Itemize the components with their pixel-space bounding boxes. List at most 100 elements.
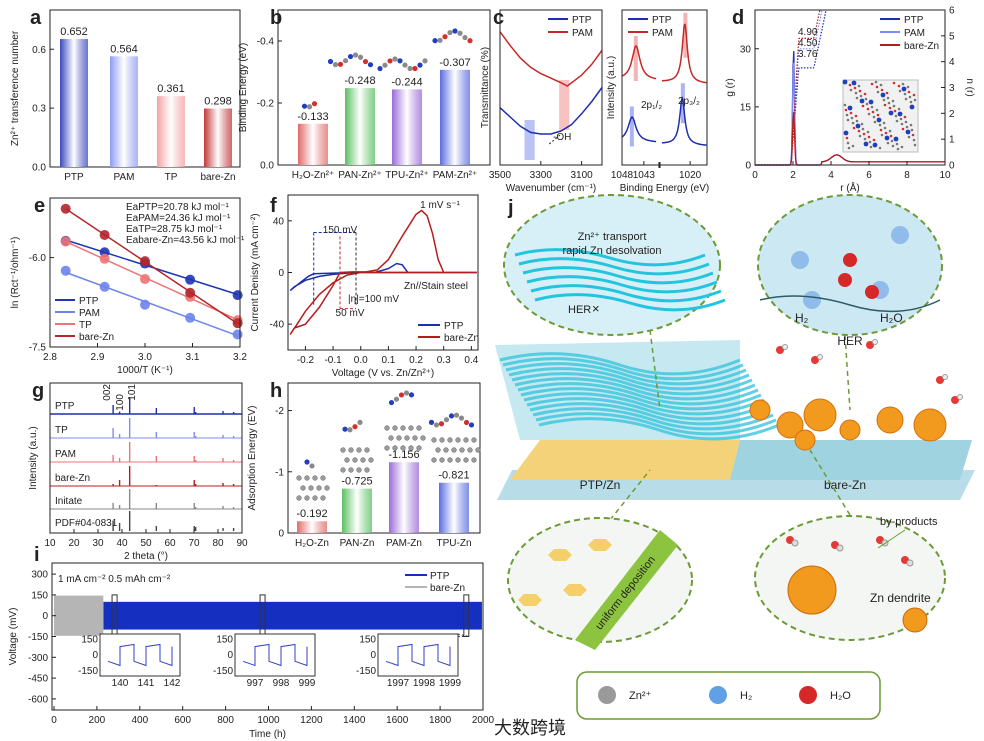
inset-frame — [99, 633, 181, 677]
md-atom — [909, 100, 913, 104]
polymer-fiber — [502, 357, 744, 381]
md-atom — [898, 89, 902, 93]
molecule-atom — [468, 422, 475, 428]
y-tick-label: -40 — [270, 320, 285, 331]
md-atom — [866, 107, 870, 111]
molecule-atom — [342, 58, 349, 64]
molecule-atom — [352, 52, 359, 58]
md-atom — [895, 142, 899, 146]
bar-H₂O-Zn — [297, 521, 327, 533]
md-atom — [855, 119, 859, 123]
nr-line-PTP — [755, 9, 827, 166]
md-atom — [903, 115, 907, 119]
zn-atom — [467, 447, 473, 453]
x-tick-label: 0.3 — [437, 355, 451, 366]
legend-label: PAM — [904, 28, 925, 39]
zn-atom — [412, 435, 418, 441]
bar-value-label: -0.133 — [297, 111, 328, 123]
molecule-atom — [432, 38, 438, 44]
annotation-2p32: 2p₃/₂ — [678, 96, 700, 107]
inset-frame — [377, 633, 459, 677]
molecule-atom — [311, 101, 318, 107]
her-label-bare: HER — [837, 334, 863, 348]
data-point-bare-Zn — [99, 229, 110, 240]
md-atom — [896, 147, 900, 151]
zn-atom — [463, 457, 469, 463]
zn-dendrite-ball — [876, 406, 904, 434]
y-tick-label: -450 — [28, 674, 48, 685]
inset-y-tick: -150 — [78, 666, 98, 677]
panel-label-d: d — [732, 7, 744, 29]
desolvation-label: rapid Zn desolvation — [562, 245, 661, 257]
data-point-PAM — [60, 265, 71, 276]
zn-atom — [296, 475, 302, 481]
inset-x-tick: 997 — [247, 678, 264, 689]
y-tick-label: 30 — [740, 44, 752, 55]
x-axis-label: Wavenumber (cm⁻¹) — [506, 183, 596, 194]
md-atom — [843, 103, 847, 107]
md-atom — [892, 104, 896, 108]
legend-label: PAM — [572, 28, 593, 39]
zn-atom — [404, 435, 410, 441]
polymer-fiber — [534, 293, 726, 312]
md-atom — [849, 111, 853, 115]
bar-value-label: 0.564 — [110, 43, 138, 55]
zn-atom — [364, 447, 370, 453]
x-tick-label: 3500 — [489, 170, 512, 181]
zn-atom — [451, 447, 457, 453]
bar-PTP — [60, 39, 88, 167]
x-tick-label: -0.1 — [324, 355, 342, 366]
y-axis-label: Binding Energy (eV) — [238, 43, 249, 133]
legend-label: PTP — [652, 15, 672, 26]
coordination-number: 4.90 — [798, 27, 818, 38]
data-point-bare-Zn — [232, 318, 243, 329]
panel-label-e: e — [34, 195, 45, 217]
x-tick-label: 200 — [89, 715, 106, 726]
y-tick-label: -600 — [28, 694, 48, 705]
h2o-molecule — [872, 339, 878, 345]
x-tick-label: 1048 — [611, 170, 634, 181]
highlight-band — [559, 80, 570, 130]
zn-atom — [312, 495, 318, 501]
md-atom — [901, 86, 907, 92]
h2o-molecule — [791, 539, 799, 547]
plot-frame — [49, 382, 243, 534]
y-tick-label: 0.6 — [32, 45, 46, 56]
md-atom — [862, 132, 866, 136]
h2o-molecule — [906, 559, 914, 567]
md-atom — [889, 134, 893, 138]
polymer-fiber — [514, 248, 706, 267]
x-tick-label: 4 — [828, 170, 834, 181]
polymer-fiber — [523, 392, 765, 416]
inset-x-tick: 141 — [138, 678, 155, 689]
polymer-fiber — [529, 402, 771, 426]
plot-frame — [499, 9, 603, 166]
legend-label: PTP — [79, 296, 99, 307]
md-atom — [869, 145, 873, 149]
x-tick-label: 1800 — [429, 715, 452, 726]
molecule-atom — [453, 412, 460, 418]
molecule-atom — [309, 463, 315, 469]
x-tick-label: 3300 — [530, 170, 553, 181]
md-atom — [850, 116, 854, 120]
md-atom — [873, 120, 877, 124]
md-atom — [870, 82, 874, 86]
y-tick-label: 1 — [949, 135, 955, 146]
md-atom — [899, 117, 903, 121]
plot-frame — [287, 382, 481, 534]
x-category-label: PAN-Zn — [340, 538, 375, 549]
bare-gap-label: 50 mV — [336, 308, 365, 319]
eta-label: |η|=100 mV — [348, 294, 399, 305]
cv-line-bare-Zn — [289, 209, 477, 335]
fit-line-TP — [65, 240, 238, 321]
md-atom — [854, 114, 858, 118]
fit-line-PAM — [65, 271, 238, 337]
zn-hexagon-icon — [588, 538, 612, 552]
zn-atom — [400, 445, 406, 451]
zn-atom — [384, 445, 390, 451]
y-axis-label: Zn²⁺ transference number — [10, 30, 21, 146]
md-atom — [852, 126, 856, 130]
voltage-band-PTP — [103, 601, 482, 630]
md-atom — [909, 123, 913, 127]
h2o-oxygen-icon — [865, 285, 879, 299]
